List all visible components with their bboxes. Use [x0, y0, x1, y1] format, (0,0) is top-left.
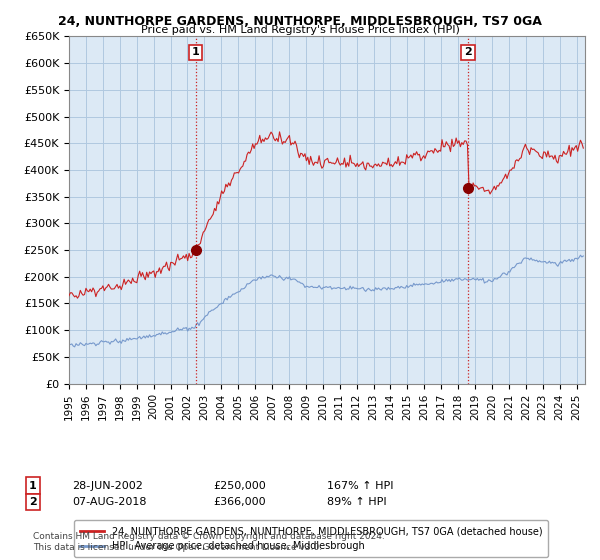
Text: £366,000: £366,000 — [213, 497, 266, 507]
Legend: 24, NUNTHORPE GARDENS, NUNTHORPE, MIDDLESBROUGH, TS7 0GA (detached house), HPI: : 24, NUNTHORPE GARDENS, NUNTHORPE, MIDDLE… — [74, 520, 548, 557]
Text: 24, NUNTHORPE GARDENS, NUNTHORPE, MIDDLESBROUGH, TS7 0GA: 24, NUNTHORPE GARDENS, NUNTHORPE, MIDDLE… — [58, 15, 542, 27]
Text: 1: 1 — [192, 48, 200, 58]
Text: 1: 1 — [29, 480, 37, 491]
Text: 167% ↑ HPI: 167% ↑ HPI — [327, 480, 394, 491]
Text: Price paid vs. HM Land Registry's House Price Index (HPI): Price paid vs. HM Land Registry's House … — [140, 25, 460, 35]
Text: 28-JUN-2002: 28-JUN-2002 — [72, 480, 143, 491]
Text: Contains HM Land Registry data © Crown copyright and database right 2024.
This d: Contains HM Land Registry data © Crown c… — [33, 533, 385, 552]
Text: 07-AUG-2018: 07-AUG-2018 — [72, 497, 146, 507]
Text: 2: 2 — [464, 48, 472, 58]
Text: 2: 2 — [29, 497, 37, 507]
Text: 89% ↑ HPI: 89% ↑ HPI — [327, 497, 386, 507]
Text: £250,000: £250,000 — [213, 480, 266, 491]
